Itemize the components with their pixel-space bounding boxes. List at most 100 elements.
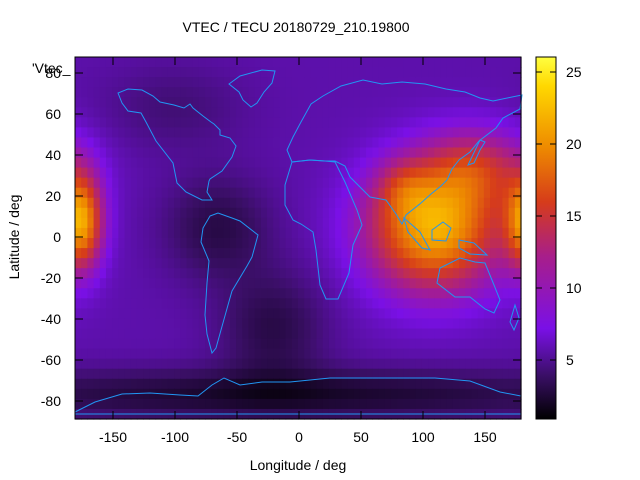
heatmap-cell [149,378,157,390]
heatmap-cell [452,308,460,320]
heatmap-cell [353,288,361,299]
heatmap-cell [211,358,219,370]
heatmap-cell [372,288,380,299]
heatmap-cell [502,77,510,88]
heatmap-cell [136,127,144,139]
heatmap-cell [180,57,188,68]
heatmap-cell [490,217,497,229]
heatmap-cell [211,137,219,149]
heatmap-cell [483,358,491,370]
heatmap-cell [291,358,299,370]
heatmap-cell [322,157,330,169]
heatmap-cell [211,227,219,239]
heatmap-cell [260,57,268,68]
heatmap-cell [347,117,355,128]
heatmap-cell [167,318,175,330]
heatmap-cell [229,107,237,118]
heatmap-cell [434,147,442,159]
heatmap-cell [490,328,497,340]
heatmap-cell [186,368,194,380]
heatmap-cell [496,308,504,320]
heatmap-cell [322,318,330,330]
heatmap-cell [99,368,107,380]
heatmap-cell [483,147,491,159]
heatmap-cell [267,87,274,98]
heatmap-cell [496,328,504,340]
heatmap-cell [440,348,448,360]
heatmap-cell [81,288,88,299]
heatmap-cell [496,97,504,108]
heatmap-cell [81,107,88,118]
heatmap-cell [229,197,237,209]
heatmap-cell [248,248,256,259]
heatmap-cell [483,227,491,239]
heatmap-cell [186,288,194,299]
heatmap-cell [397,268,404,279]
heatmap-cell [192,97,200,108]
heatmap-cell [87,187,95,199]
heatmap-cell [322,388,330,400]
heatmap-cell [366,217,373,229]
heatmap-cell [347,67,355,78]
heatmap-cell [87,67,95,78]
coastline-north-america [117,88,237,201]
heatmap-cell [260,378,268,390]
heatmap-cell [81,77,88,88]
heatmap-cell [347,338,355,350]
y-tick-label: 60 [45,106,61,122]
heatmap-cell [75,147,82,159]
heatmap-cell [167,137,175,149]
heatmap-cell [298,107,305,118]
heatmap-cell [335,378,342,390]
heatmap-cell [378,358,386,370]
heatmap-cell [298,338,305,350]
heatmap-cell [273,107,281,118]
heatmap-cell [508,248,516,259]
heatmap-cell [99,157,107,169]
heatmap-cell [99,217,107,229]
heatmap-cell [136,378,144,390]
heatmap-cell [161,368,169,380]
heatmap-cell [434,368,442,380]
heatmap-cell [502,318,510,330]
heatmap-cell [267,127,274,139]
heatmap-cell [304,77,311,88]
heatmap-cell [446,157,454,169]
heatmap-cell [384,298,392,309]
heatmap-cell [180,157,188,169]
heatmap-cell [248,77,256,88]
heatmap-cell [124,77,132,88]
heatmap-cell [310,147,318,159]
heatmap-cell [242,288,250,299]
heatmap-cell [167,348,175,360]
heatmap-cell [335,258,342,269]
heatmap-cell [446,398,454,410]
heatmap-cell [496,248,504,259]
heatmap-cell [452,147,460,159]
heatmap-cell [223,338,231,350]
heatmap-cell [267,258,274,269]
heatmap-cell [167,308,175,320]
heatmap-cell [75,358,82,370]
heatmap-cell [136,348,144,360]
heatmap-cell [242,248,250,259]
heatmap-cell [217,378,225,390]
heatmap-cell [502,278,510,289]
heatmap-cell [440,97,448,108]
heatmap-cell [186,348,194,360]
heatmap-cell [298,248,305,259]
heatmap-cell [155,248,163,259]
heatmap-cell [136,87,144,98]
heatmap-cell [186,177,194,189]
heatmap-cell [471,288,479,299]
heatmap-cell [359,157,367,169]
heatmap-cell [403,57,411,68]
heatmap-cell [81,318,88,330]
heatmap-cell [465,107,473,118]
heatmap-cell [502,238,510,249]
heatmap-cell [508,358,516,370]
heatmap-cell [434,137,442,149]
heatmap-cell [180,217,188,229]
heatmap-cell [384,77,392,88]
heatmap-cell [130,227,138,239]
